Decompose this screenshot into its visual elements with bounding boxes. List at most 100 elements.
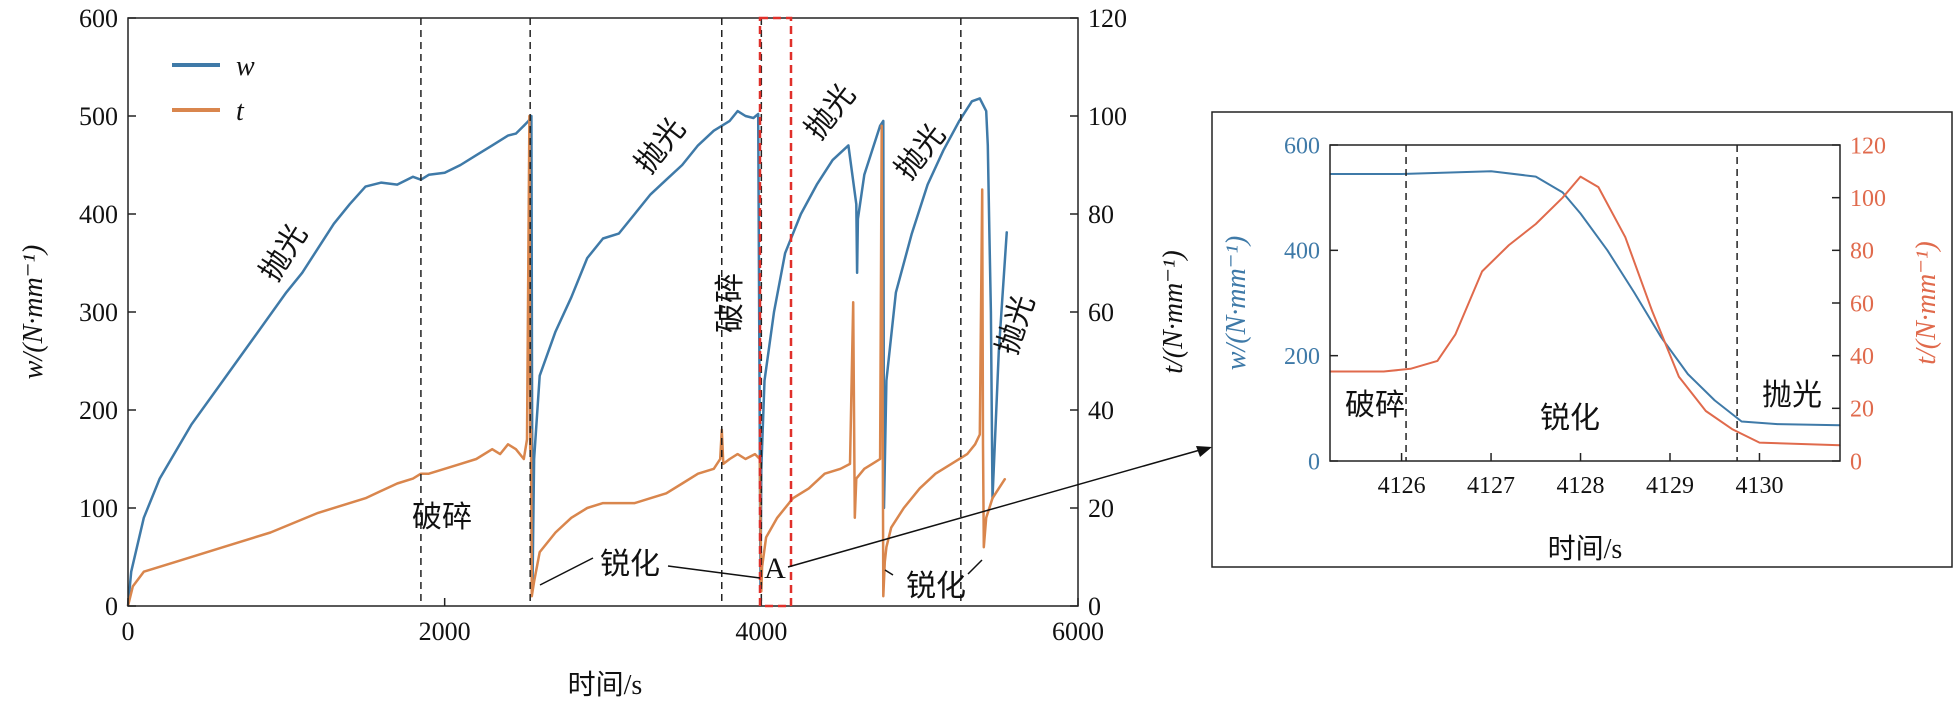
series-point-t	[143, 571, 145, 573]
annotation-point-a: A	[764, 552, 786, 585]
series-point-t	[222, 546, 224, 548]
series-point-t	[983, 546, 985, 548]
series-point-t	[792, 497, 794, 499]
series-point-t	[744, 458, 747, 460]
series-point-w	[979, 97, 981, 99]
series-point-t	[554, 531, 557, 534]
x-tick-label: 4126	[1378, 473, 1426, 499]
y-tick-label: 400	[1284, 239, 1320, 265]
series-point-w	[681, 164, 683, 166]
series-point-w	[927, 184, 929, 186]
y2-tick-label: 20	[1850, 397, 1874, 423]
series-point-t	[903, 507, 905, 509]
series-point-t	[719, 458, 721, 460]
series-point-w	[665, 179, 667, 181]
y2-tick-label: 0	[1850, 449, 1862, 475]
series-point-t	[884, 561, 886, 563]
series-point-t	[174, 561, 177, 563]
series-point-w-inset	[1687, 373, 1689, 375]
inset-chart-ticks: 4126 4127 4128 4129 4130 0 200 400 600 0 20 40 60 80 1…	[1284, 133, 1886, 499]
annotation-sharpen-2: 锐化	[906, 570, 966, 603]
y2-tick-label: 100	[1850, 186, 1886, 212]
inset-annotation-sharpen: 锐化	[1540, 402, 1600, 435]
series-point-w	[985, 110, 987, 112]
series-point-t-inset	[1597, 186, 1599, 188]
series-point-t-inset	[1535, 223, 1537, 225]
leader-sharpen-2a	[884, 569, 894, 576]
series-point-w	[130, 571, 132, 573]
series-point-t-inset	[1705, 410, 1707, 412]
series-point-t-inset	[1579, 176, 1582, 178]
series-point-w	[333, 223, 335, 225]
series-point-w	[586, 257, 588, 259]
series-point-t	[982, 443, 984, 445]
series-point-t	[364, 497, 367, 499]
series-point-t	[991, 497, 994, 499]
series-point-w-inset	[1606, 249, 1608, 251]
series-point-t	[713, 468, 715, 470]
y-tick-label: 0	[105, 592, 118, 621]
leader-sharpen-2b	[967, 559, 983, 575]
y-tick-label: 400	[79, 200, 118, 229]
series-point-t	[602, 502, 604, 504]
x-tick-label: 6000	[1052, 617, 1104, 646]
series-point-w	[539, 375, 541, 377]
series-point-w	[396, 184, 398, 186]
series-point-t	[533, 580, 535, 583]
series-point-w	[190, 424, 192, 426]
series-point-t	[919, 487, 921, 489]
series-point-w	[634, 213, 636, 215]
series-point-t	[1004, 478, 1006, 480]
y2-tick-label: 20	[1088, 494, 1114, 523]
series-point-t	[412, 478, 414, 480]
series-point-t	[444, 468, 446, 470]
series-point-t	[396, 482, 398, 485]
series-point-w-inset	[1714, 399, 1716, 401]
main-chart: 0 2000 4000 6000010020030040050060002040608…	[18, 4, 1189, 701]
series-point-t-inset	[1651, 310, 1653, 312]
series-point-t	[507, 443, 509, 445]
inset-annotation-polish: 抛光	[1762, 379, 1822, 412]
series-line-t	[126, 114, 1007, 607]
series-point-t	[863, 468, 865, 470]
series-point-t	[979, 433, 981, 436]
series-point-w	[757, 113, 759, 115]
inset-annotation-break: 破碎	[1345, 389, 1405, 422]
main-chart-series	[126, 97, 1009, 607]
x-tick-label: 4129	[1646, 473, 1694, 499]
series-point-t	[761, 566, 763, 568]
series-point-t-inset	[1454, 334, 1456, 336]
y-tick-label: 600	[1284, 133, 1320, 159]
series-point-t	[854, 517, 856, 519]
series-point-w	[895, 291, 897, 293]
series-point-w-inset	[1401, 173, 1403, 175]
series-point-w	[856, 272, 858, 274]
series-point-t	[531, 595, 533, 597]
series-point-w	[911, 233, 913, 235]
series-point-w	[784, 252, 786, 254]
series-point-w	[349, 203, 351, 205]
inset-x-axis-label: 时间/s	[1548, 533, 1623, 565]
annotation-break-1: 破碎	[412, 501, 472, 534]
series-point-t	[882, 595, 884, 597]
series-point-t	[808, 487, 810, 489]
main-y-axis-label: w/(N·mm⁻¹)	[18, 245, 49, 379]
series-point-w	[515, 133, 517, 135]
y2-tick-label: 60	[1088, 298, 1114, 327]
series-point-w	[729, 120, 731, 122]
series-point-t	[515, 448, 517, 450]
x-tick-label: 0	[122, 617, 135, 646]
y2-tick-label: 120	[1850, 133, 1886, 159]
series-point-t-inset	[1436, 360, 1438, 362]
series-point-t	[879, 458, 881, 460]
inset-chart-series	[1329, 170, 1841, 447]
x-tick-label: 2000	[419, 617, 471, 646]
inset-panel-border	[1211, 111, 1953, 568]
series-point-w	[800, 213, 802, 215]
series-point-w-inset	[1633, 291, 1635, 294]
series-point-t	[849, 463, 851, 465]
series-point-w	[744, 115, 747, 117]
series-point-t	[776, 517, 778, 519]
series-point-w-inset	[1741, 420, 1743, 423]
series-point-w	[816, 184, 818, 186]
